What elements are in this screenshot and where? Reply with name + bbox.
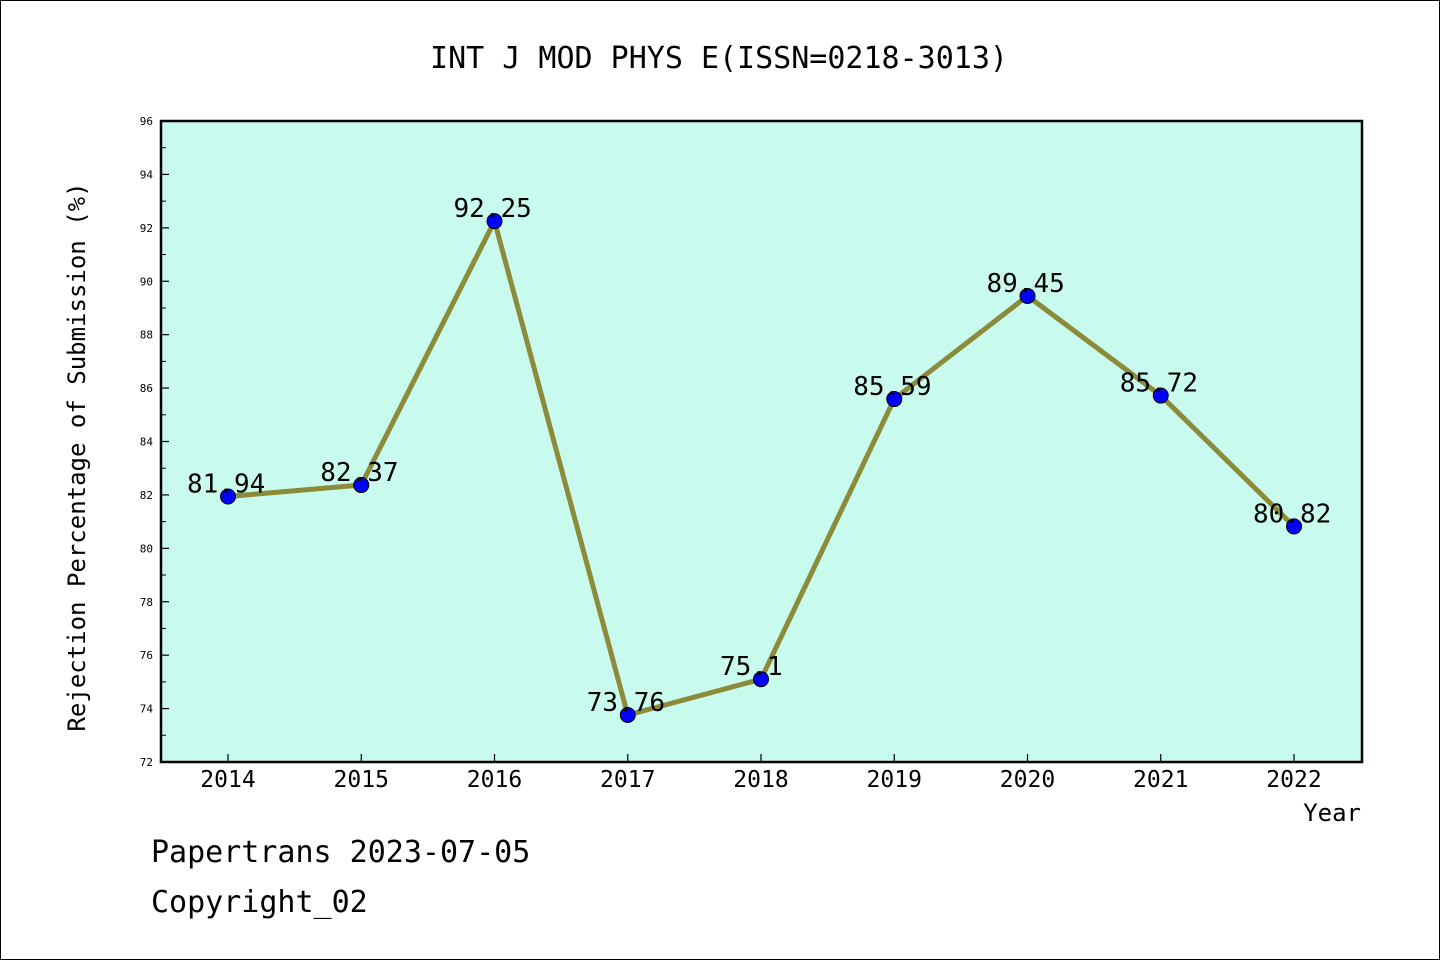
- y-tick-label: 86: [140, 382, 153, 395]
- y-tick-label: 82: [140, 489, 153, 502]
- y-axis: 72 74 76 78 80 82 84 86 88 90 92 94 96: [140, 115, 169, 769]
- y-tick-label: 74: [140, 703, 154, 716]
- x-tick-label: 2022: [1266, 767, 1321, 793]
- data-point: [1019, 287, 1036, 304]
- data-point: [1152, 387, 1169, 404]
- plot-area: [159, 119, 1364, 764]
- data-series: 81.94 82.37 92.25 73.76 75.1 85.59 89.45 85.72 8…: [187, 194, 1331, 723]
- copyright-caption: Copyright_02: [151, 885, 368, 920]
- y-tick-label: 94: [140, 168, 154, 181]
- x-tick-label: 2018: [733, 767, 788, 793]
- y-tick-label: 80: [140, 542, 153, 555]
- y-tick-label: 88: [140, 329, 153, 342]
- y-tick-label: 84: [140, 436, 154, 449]
- data-label: 82.37: [320, 458, 398, 488]
- x-axis-label: Year: [1303, 799, 1361, 827]
- x-tick-label: 2015: [334, 767, 389, 793]
- source-caption: Papertrans 2023-07-05: [151, 835, 531, 870]
- data-point: [220, 488, 236, 505]
- data-point: [753, 671, 769, 688]
- data-point: [1286, 518, 1302, 535]
- data-label: 85.59: [853, 372, 931, 402]
- data-point: [619, 706, 636, 723]
- x-axis: 2014 2015 2016 2017 2018 2019 2020 2021 2022: [200, 754, 1322, 793]
- data-label: 92.25: [454, 194, 532, 224]
- y-tick-label: 92: [140, 222, 153, 235]
- data-label: 81.94: [187, 470, 265, 500]
- data-label: 89.45: [987, 269, 1065, 299]
- x-tick-label: 2014: [200, 767, 255, 793]
- y-axis-label: Rejection Percentage of Submission (%): [63, 182, 91, 731]
- data-label: 73.76: [587, 688, 665, 718]
- x-tick-label: 2020: [1000, 767, 1055, 793]
- data-point: [886, 391, 903, 408]
- chart-title: INT J MOD PHYS E(ISSN=0218-3013): [430, 41, 1008, 76]
- data-label: 80.82: [1253, 499, 1331, 529]
- y-tick-label: 90: [140, 275, 153, 288]
- data-label: 75.1: [720, 652, 783, 682]
- x-tick-label: 2019: [867, 767, 922, 793]
- data-point: [353, 477, 370, 494]
- y-tick-label: 72: [140, 756, 153, 769]
- data-label: 85.72: [1120, 369, 1198, 399]
- x-tick-label: 2021: [1133, 767, 1188, 793]
- y-tick-label: 76: [140, 649, 153, 662]
- y-tick-label: 96: [140, 115, 153, 128]
- y-tick-label: 78: [140, 596, 153, 609]
- x-tick-label: 2016: [467, 767, 522, 793]
- data-point: [486, 213, 503, 230]
- x-tick-label: 2017: [600, 767, 655, 793]
